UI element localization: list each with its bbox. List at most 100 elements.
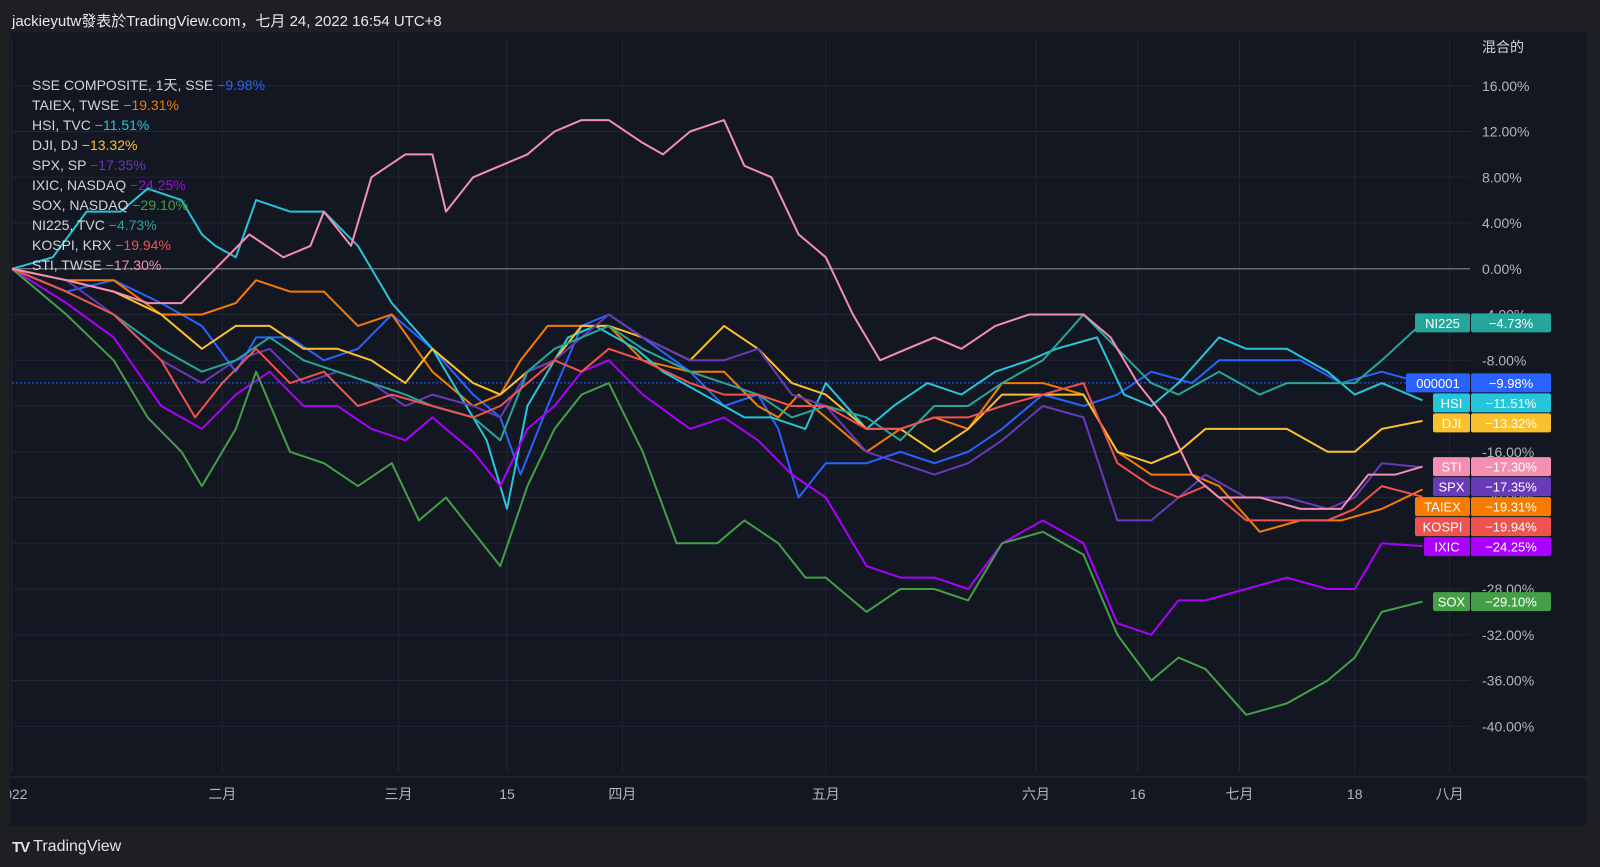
legend: SSE COMPOSITE, 1天, SSE −9.98% TAIEX, TWSE… [32,75,265,275]
series-line-taiex [11,267,1423,533]
y-tick-label: -32.00% [1482,627,1534,643]
chart-area[interactable]: 混合的16.00%12.00%8.00%4.00%0.00%-4.00%-8.0… [10,32,1586,826]
y-tick-label: 0.00% [1482,261,1522,277]
x-tick-label: 四月 [608,786,636,802]
legend-row-ni225[interactable]: NI225, TVC −4.73% [32,215,265,235]
legend-series-change: −19.31% [123,97,179,113]
legend-series-name: SOX, NASDAQ [32,197,133,213]
value-label-value: −9.98% [1489,376,1534,391]
value-label-name: TAIEX [1424,500,1461,515]
value-label-name: DJI [1442,416,1462,431]
value-label-000001: 000001 −9.98% [1406,373,1551,393]
value-label-value: −29.10% [1485,595,1537,610]
legend-row-dji[interactable]: DJI, DJ −13.32% [32,135,265,155]
legend-series-name: SPX, SP [32,157,91,173]
value-label-value: −4.73% [1489,316,1534,331]
y-tick-label: 8.00% [1482,169,1522,185]
series-line-kospi [11,267,1423,522]
x-tick-label: 15 [499,786,515,802]
value-label-value: −13.32% [1485,416,1537,431]
value-label-value-bg [1471,393,1551,413]
value-label-value: −17.30% [1485,460,1537,475]
legend-row-spx[interactable]: SPX, SP −17.35% [32,155,265,175]
value-label-hsi: HSI −11.51% [1433,393,1551,413]
legend-row-sox[interactable]: SOX, NASDAQ −29.10% [32,195,265,215]
series-line-sti [11,119,1423,510]
value-label-value: −17.35% [1485,480,1537,495]
scale-mode-label: 混合的 [1482,39,1524,55]
legend-series-name: DJI, DJ [32,137,82,153]
legend-row-ixic[interactable]: IXIC, NASDAQ −24.25% [32,175,265,195]
x-tick-label: 二月 [208,786,236,802]
x-tick-label: 六月 [1022,786,1050,802]
value-label-value: −24.25% [1485,540,1537,555]
legend-row-kospi[interactable]: KOSPI, KRX −19.94% [32,235,265,255]
value-label-value: −19.31% [1485,500,1537,515]
series-line-ni225 [11,267,1424,442]
series-line-spx [11,267,1423,522]
x-tick-label: 五月 [812,786,840,802]
value-label-value-bg [1471,373,1551,393]
legend-row-hsi[interactable]: HSI, TVC −11.51% [32,115,265,135]
y-tick-label: -36.00% [1482,673,1534,689]
value-label-value: −11.51% [1486,396,1537,411]
value-label-name: KOSPI [1423,520,1463,535]
y-tick-label: -40.00% [1482,718,1534,734]
value-label-name-bg [1415,517,1470,537]
value-label-name-bg [1415,497,1470,517]
y-tick-label: -16.00% [1482,444,1534,460]
value-label-value-bg [1471,413,1551,433]
series-line-ixic [11,267,1423,636]
chart-svg[interactable]: 混合的16.00%12.00%8.00%4.00%0.00%-4.00%-8.0… [10,32,1586,826]
chart-header: jackieyutw發表於TradingView.com，七月 24, 2022… [12,13,442,30]
legend-series-change: −19.94% [115,237,171,253]
value-label-name-bg [1433,393,1470,413]
legend-series-change: −9.98% [217,77,266,93]
legend-row-sti[interactable]: STI, TWSE −17.30% [32,255,265,275]
value-label-dji: DJI −13.32% [1433,413,1551,433]
value-label-name-bg [1433,457,1470,477]
legend-series-name: NI225, TVC [32,217,109,233]
value-label-name-bg [1415,313,1470,333]
value-label-value: −19.94% [1485,520,1537,535]
series-line-sox [11,268,1423,716]
legend-series-name: HSI, TVC [32,117,95,133]
legend-series-name: SSE COMPOSITE, 1天, SSE [32,77,218,93]
y-tick-label: 4.00% [1482,215,1522,231]
series-line-dji [11,267,1423,465]
value-label-name-bg [1433,592,1470,612]
value-label-value-bg [1471,517,1551,537]
value-label-taiex: TAIEX −19.31% [1415,497,1551,517]
legend-series-change: −29.10% [132,197,189,213]
value-label-name: HSI [1441,396,1463,411]
value-label-spx: SPX −17.35% [1433,477,1551,497]
legend-series-change: −17.30% [105,257,162,273]
legend-series-name: IXIC, NASDAQ [32,177,131,193]
value-label-name: IXIC [1434,540,1459,555]
legend-series-name: KOSPI, KRX [32,237,116,253]
value-label-value-bg [1471,497,1551,517]
value-label-name-bg [1433,413,1470,433]
x-tick-label: 16 [1130,786,1146,802]
legend-row-000001[interactable]: SSE COMPOSITE, 1天, SSE −9.98% [32,75,265,95]
value-label-value-bg [1471,313,1551,333]
legend-series-change: −13.32% [81,137,138,153]
value-label-name: SOX [1438,595,1466,610]
value-label-name: 000001 [1416,376,1459,391]
value-label-value-bg [1471,592,1551,612]
value-label-kospi: KOSPI −19.94% [1415,517,1551,537]
legend-series-change: −24.25% [130,177,186,193]
legend-series-change: −11.51% [94,117,150,133]
footer[interactable]: TV TradingView [12,838,121,856]
value-label-sox: SOX −29.10% [1433,592,1551,612]
tradingview-logo-icon: TV [12,838,30,856]
value-label-value-bg [1471,537,1551,557]
legend-row-taiex[interactable]: TAIEX, TWSE −19.31% [32,95,265,115]
value-label-value-bg [1471,457,1551,477]
value-label-ixic: IXIC −24.25% [1424,537,1551,557]
x-tick-label: 七月 [1225,786,1253,802]
value-label-name-bg [1424,537,1470,557]
legend-series-change: −17.35% [90,157,146,173]
value-label-name-bg [1406,373,1470,393]
legend-series-change: −4.73% [108,217,157,233]
